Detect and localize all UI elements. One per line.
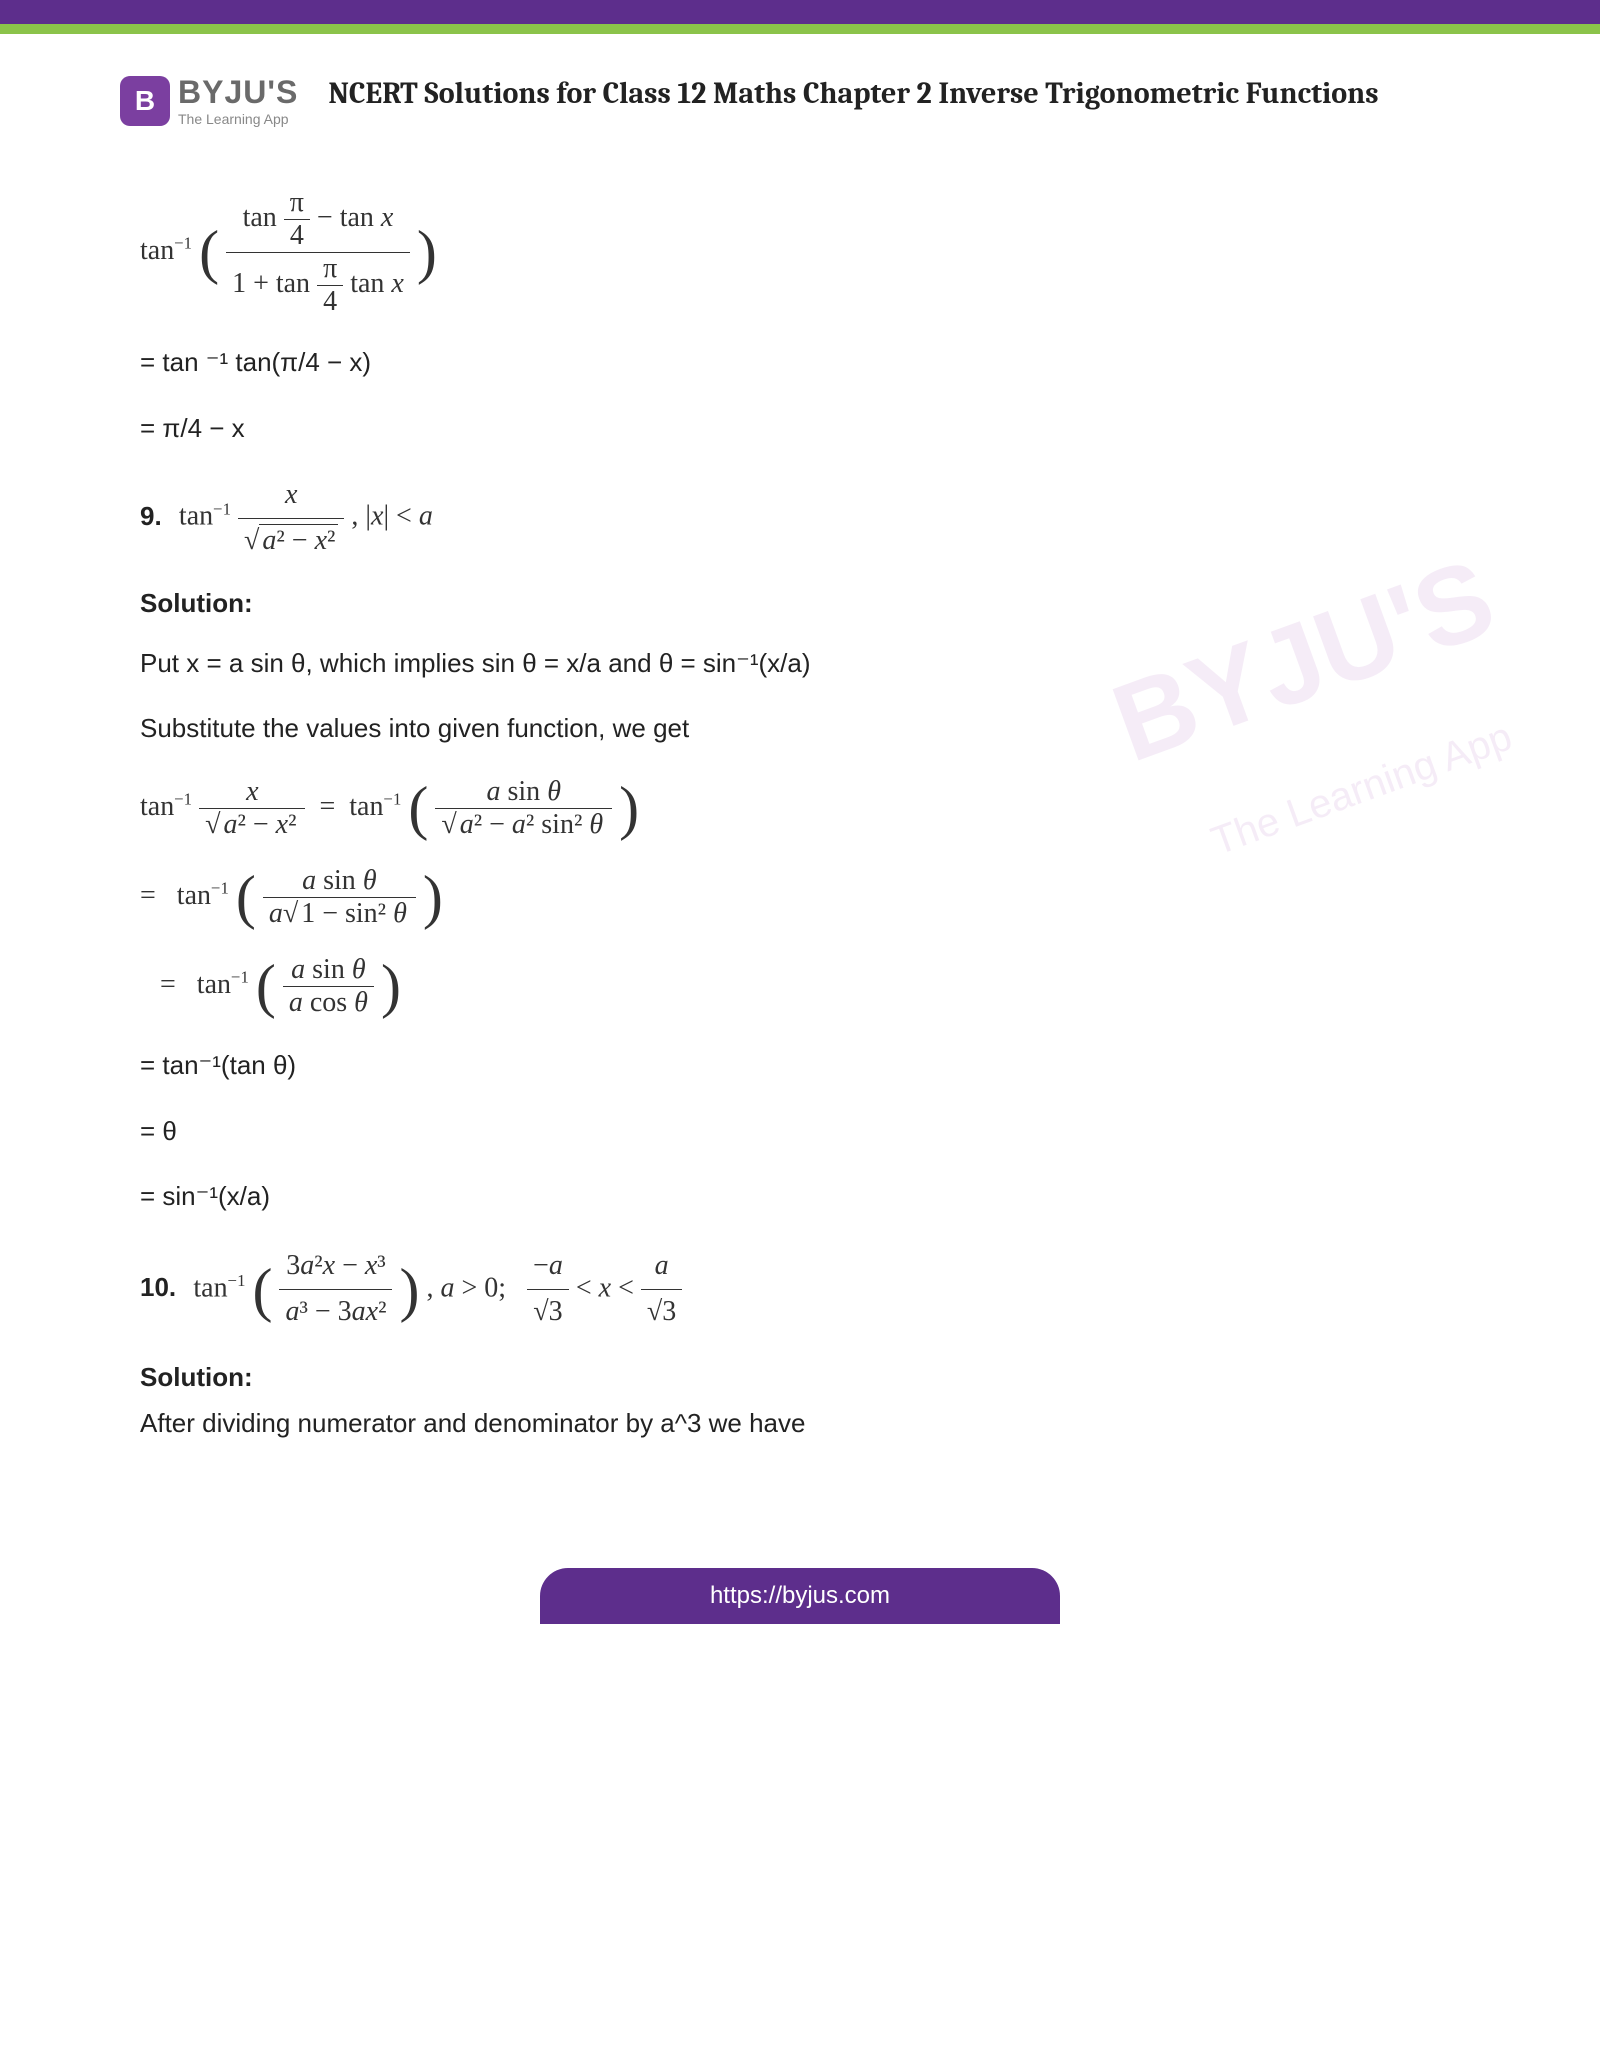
- q9-line1: Put x = a sin θ, which implies sin θ = x…: [140, 643, 1460, 685]
- solution-label-10: Solution:: [140, 1362, 1460, 1393]
- q10-label: 10.: [140, 1267, 176, 1309]
- math-expr-1: tan−1 ( tan π4 − tan x 1 + tan π4 tan x …: [140, 187, 1460, 318]
- logo-container: B BYJU'S The Learning App: [120, 74, 298, 127]
- logo-main: BYJU'S: [178, 74, 298, 111]
- top-bar-purple: [0, 0, 1600, 24]
- question-10: 10. tan−1 ( 3a²x − x³ a³ − 3ax² ) , a > …: [140, 1242, 1460, 1338]
- q9-math1: tan−1 x √a² − x² = tan−1 ( a sin θ √a² −…: [140, 774, 1460, 843]
- q9-step6: = sin⁻¹(x/a): [140, 1176, 1460, 1218]
- content: BYJU'S The Learning App tan−1 ( tan π4 −…: [0, 147, 1600, 1528]
- step-1: = tan ⁻¹ tan(π/4 − x): [140, 342, 1460, 384]
- header: B BYJU'S The Learning App NCERT Solution…: [0, 34, 1600, 147]
- solution-label-9: Solution:: [140, 588, 1460, 619]
- q9-line2: Substitute the values into given functio…: [140, 708, 1460, 750]
- q9-math3: = tan−1 ( a sin θ a cos θ ): [160, 952, 1460, 1021]
- logo-text: BYJU'S The Learning App: [178, 74, 298, 127]
- logo-icon: B: [120, 76, 170, 126]
- page-title: NCERT Solutions for Class 12 Maths Chapt…: [328, 74, 1480, 113]
- footer-link[interactable]: https://byjus.com: [540, 1568, 1060, 1624]
- q9-step4: = tan⁻¹(tan θ): [140, 1045, 1460, 1087]
- logo-sub: The Learning App: [178, 111, 298, 127]
- q10-line1: After dividing numerator and denominator…: [140, 1403, 1460, 1445]
- top-bar-green: [0, 24, 1600, 34]
- q9-math2: = tan−1 ( a sin θ a√1 − sin² θ ): [140, 863, 1460, 932]
- step-2: = π/4 − x: [140, 408, 1460, 450]
- question-9: 9. tan−1 x √a² − x² , |x| < a: [140, 473, 1460, 564]
- q9-label: 9.: [140, 496, 162, 538]
- q9-step5: = θ: [140, 1111, 1460, 1153]
